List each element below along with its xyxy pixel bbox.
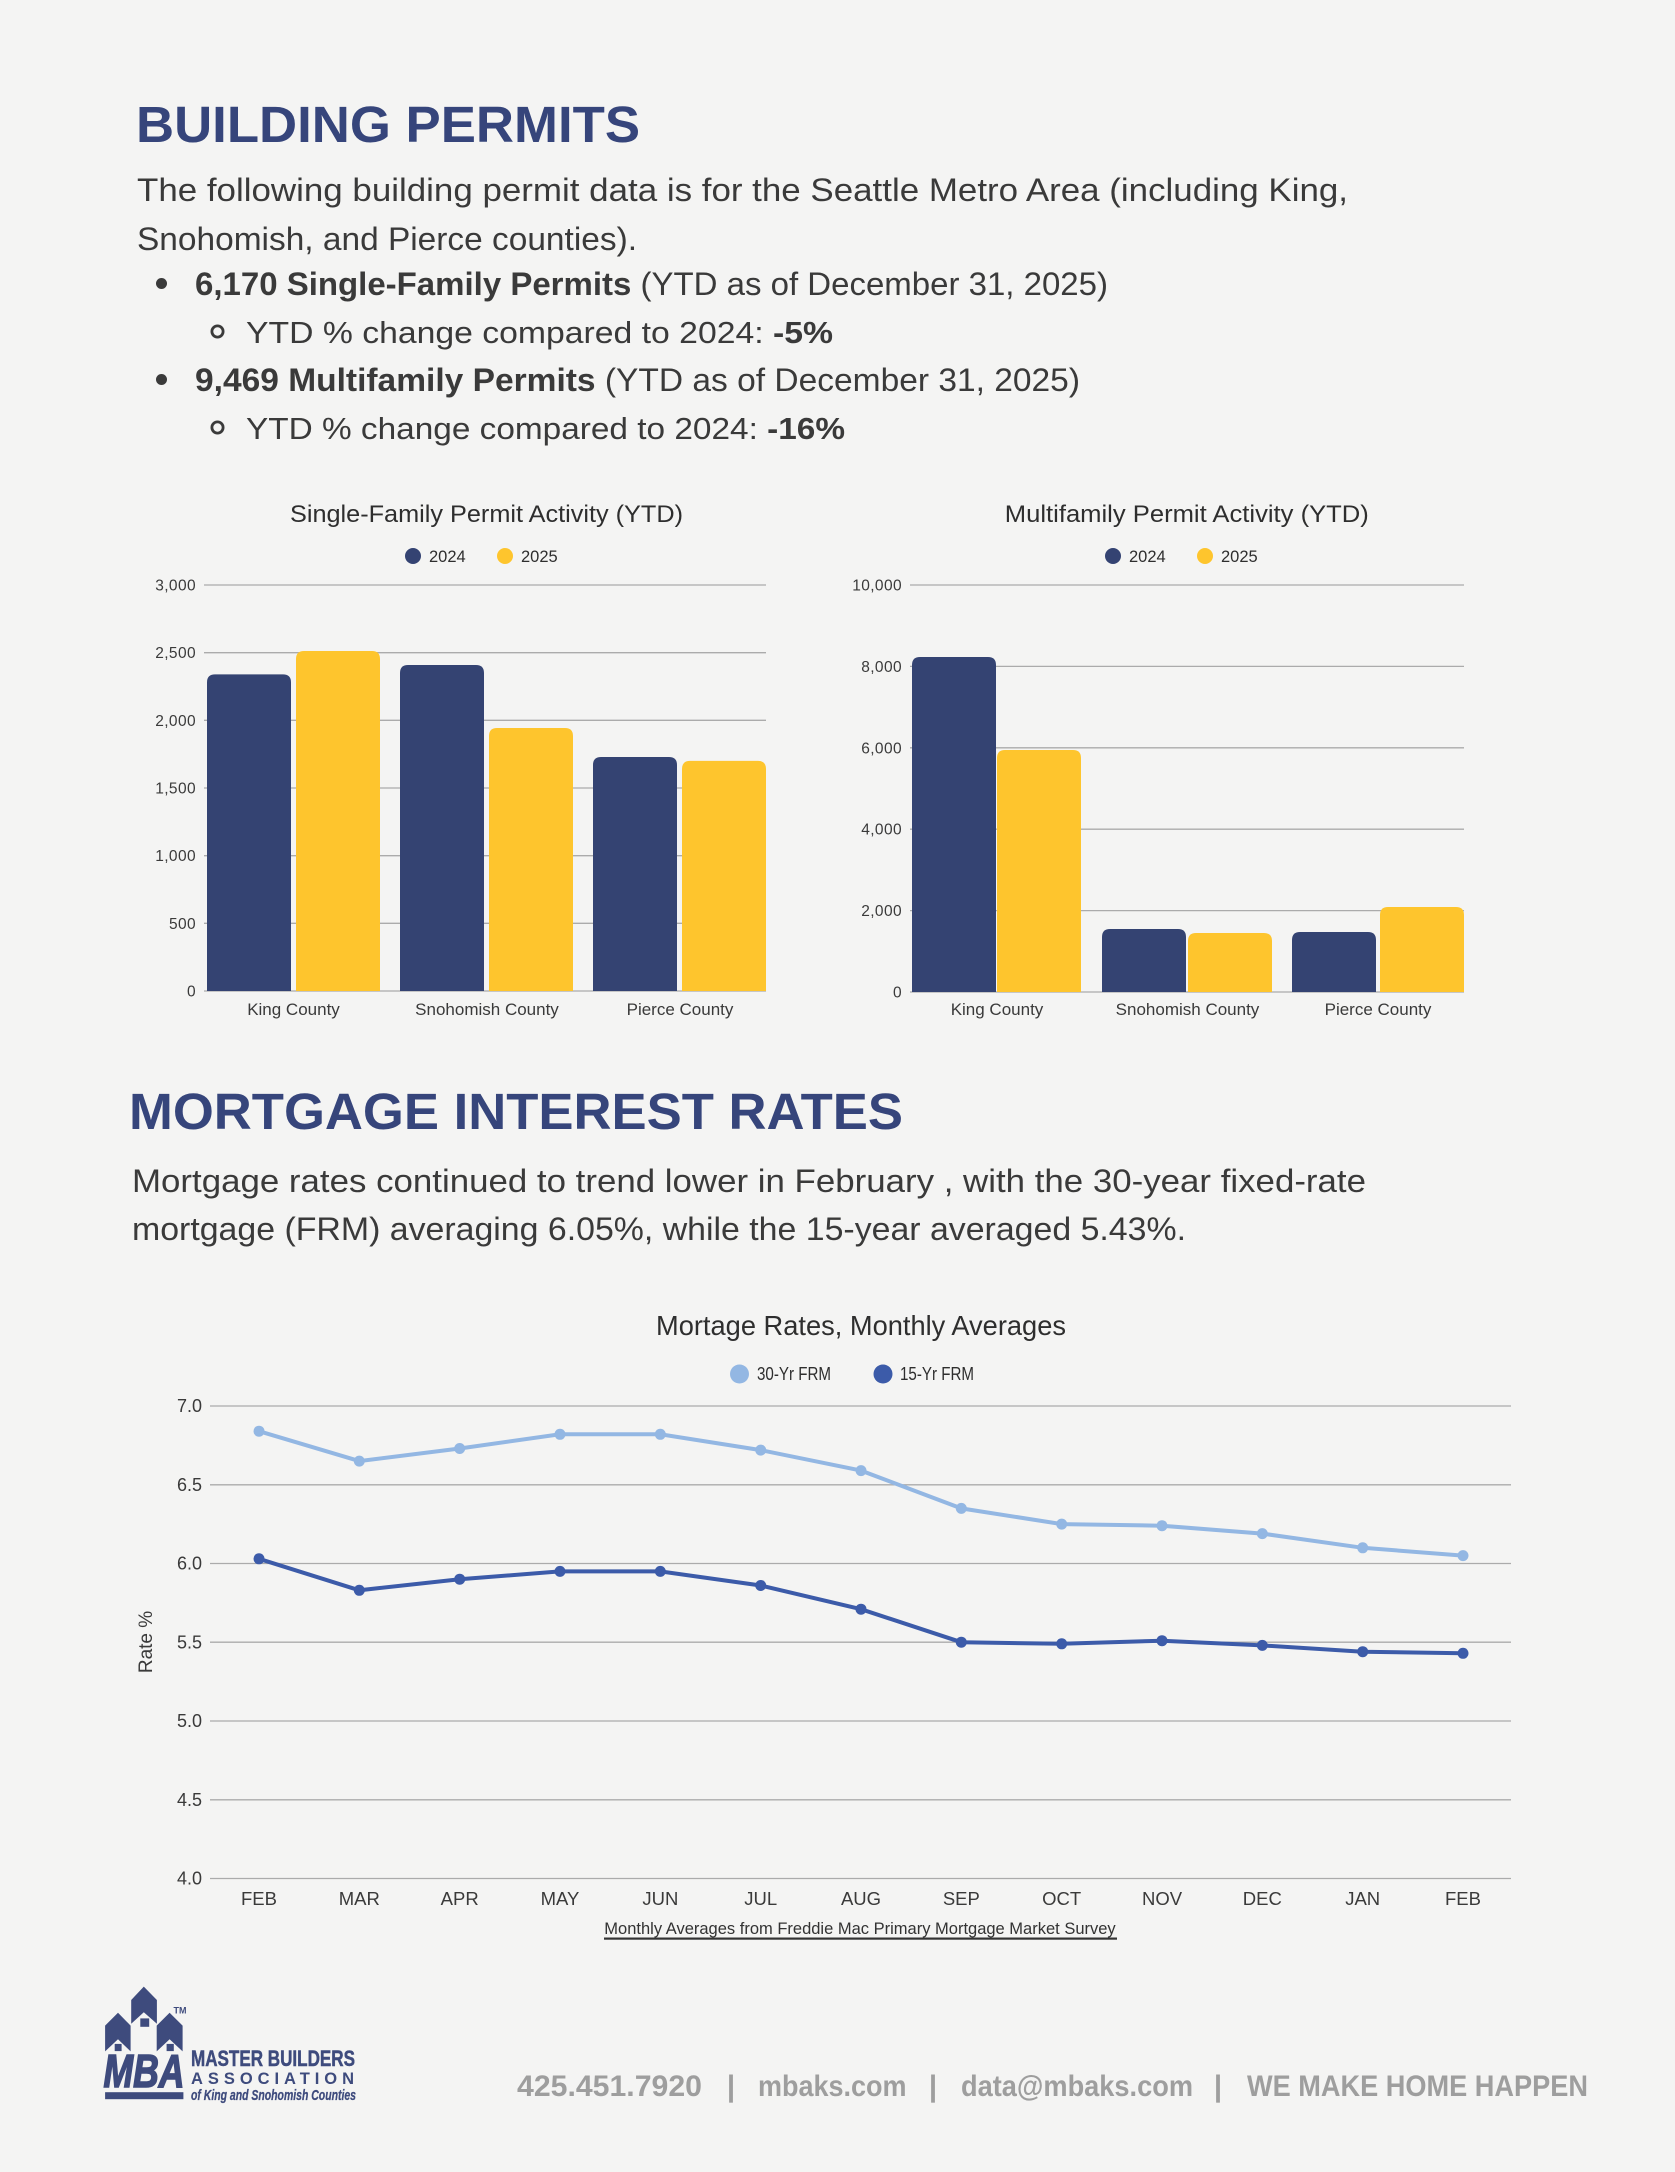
- svg-text:MBA: MBA: [104, 2045, 185, 2097]
- svg-text:5.0: 5.0: [177, 1711, 202, 1731]
- svg-text:0: 0: [893, 985, 902, 1002]
- svg-text:7.0: 7.0: [177, 1396, 202, 1416]
- svg-text:3,000: 3,000: [155, 578, 196, 595]
- svg-text:5.5: 5.5: [177, 1632, 202, 1652]
- svg-text:SEP: SEP: [943, 1888, 980, 1909]
- svg-text:King County: King County: [247, 1000, 340, 1019]
- svg-text:6.0: 6.0: [177, 1554, 202, 1574]
- svg-text:The following building permit: The following building permit data is fo…: [137, 172, 1348, 208]
- svg-text:2,500: 2,500: [155, 645, 196, 662]
- svg-text:4.0: 4.0: [177, 1869, 202, 1889]
- svg-text:MORTGAGE INTEREST RATES: MORTGAGE INTEREST RATES: [129, 1083, 903, 1140]
- svg-text:OCT: OCT: [1042, 1888, 1081, 1909]
- svg-text:Mortage Rates, Monthly Average: Mortage Rates, Monthly Averages: [656, 1310, 1066, 1341]
- svg-text:Rate %: Rate %: [136, 1611, 157, 1673]
- svg-text:Pierce County: Pierce County: [627, 1000, 734, 1019]
- svg-text:Snohomish County: Snohomish County: [1116, 1000, 1260, 1019]
- svg-text:500: 500: [169, 916, 196, 933]
- svg-text:YTD % change compared to 2024:: YTD % change compared to 2024: -16%: [246, 411, 845, 446]
- svg-text:|: |: [929, 2070, 937, 2103]
- svg-text:MAY: MAY: [541, 1888, 580, 1909]
- svg-text:4.5: 4.5: [177, 1790, 202, 1810]
- svg-text:2,000: 2,000: [861, 903, 902, 920]
- svg-text:10,000: 10,000: [852, 578, 902, 595]
- svg-text:6,170 Single-Family Permits (Y: 6,170 Single-Family Permits (YTD as of D…: [195, 266, 1108, 302]
- svg-text:mortgage (FRM) averaging 6.05%: mortgage (FRM) averaging 6.05%, while th…: [132, 1211, 1186, 1247]
- svg-text:data@mbaks.com: data@mbaks.com: [961, 2070, 1193, 2103]
- svg-text:|: |: [727, 2070, 735, 2103]
- svg-text:WE MAKE HOME HAPPEN: WE MAKE HOME HAPPEN: [1247, 2070, 1588, 2103]
- svg-text:2,000: 2,000: [155, 713, 196, 730]
- svg-text:1,000: 1,000: [155, 848, 196, 865]
- svg-text:|: |: [1214, 2070, 1222, 2103]
- svg-text:Snohomish County: Snohomish County: [415, 1000, 559, 1019]
- svg-text:2024: 2024: [1129, 548, 1166, 566]
- svg-text:Monthly Averages from Freddie: Monthly Averages from Freddie Mac Primar…: [604, 1920, 1116, 1938]
- svg-text:YTD % change compared to 2024:: YTD % change compared to 2024: -5%: [246, 315, 833, 350]
- svg-text:FEB: FEB: [241, 1888, 277, 1909]
- svg-text:APR: APR: [441, 1888, 479, 1909]
- svg-text:King County: King County: [951, 1000, 1044, 1019]
- svg-text:2024: 2024: [429, 548, 466, 566]
- svg-text:4,000: 4,000: [861, 822, 902, 839]
- svg-text:mbaks.com: mbaks.com: [758, 2070, 907, 2103]
- svg-text:2025: 2025: [1221, 548, 1258, 566]
- svg-text:2025: 2025: [521, 548, 558, 566]
- svg-text:AUG: AUG: [841, 1888, 881, 1909]
- svg-text:30-Yr FRM: 30-Yr FRM: [757, 1364, 831, 1384]
- svg-text:MASTER BUILDERS: MASTER BUILDERS: [191, 2046, 355, 2071]
- svg-text:425.451.7920: 425.451.7920: [517, 2070, 702, 2103]
- svg-text:of King and Snohomish Counties: of King and Snohomish Counties: [191, 2087, 356, 2104]
- svg-text:Single-Family Permit Activity: Single-Family Permit Activity (YTD): [290, 501, 683, 528]
- svg-text:9,469 Multifamily Permits (YTD: 9,469 Multifamily Permits (YTD as of Dec…: [195, 362, 1080, 398]
- svg-text:6,000: 6,000: [861, 740, 902, 757]
- svg-text:1,500: 1,500: [155, 781, 196, 798]
- svg-text:FEB: FEB: [1445, 1888, 1481, 1909]
- svg-text:Multifamily Permit Activity (Y: Multifamily Permit Activity (YTD): [1005, 501, 1369, 528]
- svg-text:ASSOCIATION: ASSOCIATION: [191, 2070, 354, 2088]
- svg-text:BUILDING PERMITS: BUILDING PERMITS: [136, 96, 640, 153]
- svg-text:Pierce County: Pierce County: [1325, 1000, 1432, 1019]
- svg-text:TM: TM: [174, 2005, 187, 2015]
- svg-text:JAN: JAN: [1345, 1888, 1380, 1909]
- svg-text:8,000: 8,000: [861, 659, 902, 676]
- svg-text:DEC: DEC: [1243, 1888, 1282, 1909]
- svg-text:JUN: JUN: [642, 1888, 678, 1909]
- svg-text:MAR: MAR: [339, 1888, 380, 1909]
- svg-text:NOV: NOV: [1142, 1888, 1183, 1909]
- svg-text:6.5: 6.5: [177, 1475, 202, 1495]
- svg-text:JUL: JUL: [744, 1888, 777, 1909]
- svg-text:15-Yr FRM: 15-Yr FRM: [900, 1364, 974, 1384]
- svg-text:0: 0: [187, 984, 196, 1001]
- svg-text:Mortgage rates continued to tr: Mortgage rates continued to trend lower …: [132, 1163, 1366, 1199]
- svg-text:Snohomish, and Pierce counties: Snohomish, and Pierce counties).: [137, 221, 637, 257]
